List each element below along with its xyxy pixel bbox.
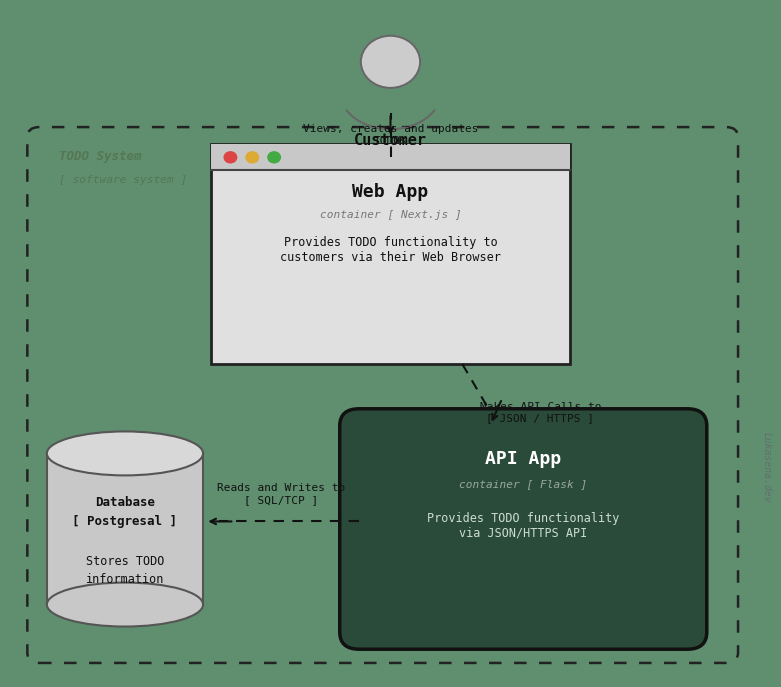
Text: Provides TODO functionality to
customers via their Web Browser: Provides TODO functionality to customers… [280, 236, 501, 264]
Text: Reads and Writes to
[ SQL/TCP ]: Reads and Writes to [ SQL/TCP ] [217, 483, 345, 505]
Polygon shape [47, 453, 203, 605]
Text: Provides TODO functionality
via JSON/HTTPS API: Provides TODO functionality via JSON/HTT… [427, 512, 619, 540]
FancyBboxPatch shape [340, 409, 707, 649]
FancyBboxPatch shape [211, 144, 570, 364]
Text: [ software system ]: [ software system ] [59, 175, 187, 185]
Circle shape [224, 152, 237, 163]
Circle shape [246, 152, 259, 163]
Ellipse shape [47, 431, 203, 475]
Text: Stores TODO
information: Stores TODO information [86, 554, 164, 586]
Text: Makes API Calls to
[ JSON / HTTPS ]: Makes API Calls to [ JSON / HTTPS ] [480, 402, 601, 423]
Circle shape [361, 36, 420, 88]
Text: container [ Flask ]: container [ Flask ] [459, 480, 587, 490]
Ellipse shape [47, 583, 203, 627]
Text: Web App: Web App [352, 183, 429, 201]
FancyBboxPatch shape [211, 144, 570, 170]
Circle shape [268, 152, 280, 163]
Text: API App: API App [485, 450, 562, 468]
Text: Database
[ Postgresal ]: Database [ Postgresal ] [73, 496, 177, 528]
Text: Customer: Customer [354, 133, 427, 148]
Text: Views, creates and updates
TODOs: Views, creates and updates TODOs [303, 124, 478, 146]
Text: TODO System: TODO System [59, 150, 141, 163]
Text: Lukasena.dev: Lukasena.dev [762, 432, 772, 502]
Text: container [ Next.js ]: container [ Next.js ] [319, 210, 462, 221]
